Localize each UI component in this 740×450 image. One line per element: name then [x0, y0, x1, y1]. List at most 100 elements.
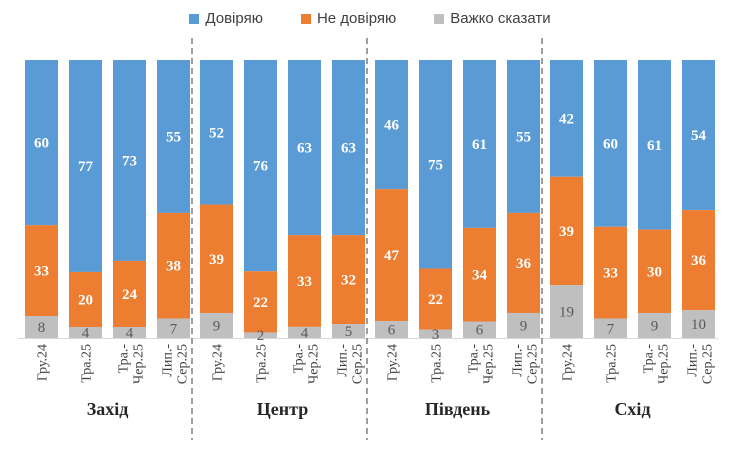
bar-segment-hard: [25, 315, 58, 338]
data-label-hard: 7: [170, 321, 178, 337]
legend-swatch-distrust: [300, 13, 311, 24]
bar-segment-hard: [463, 321, 496, 338]
legend-item-trust: Довіряю: [189, 10, 263, 27]
data-label-distrust: 39: [559, 224, 574, 240]
data-label-trust: 60: [603, 136, 618, 152]
bar-segment-hard: [288, 326, 321, 338]
bar-segment-trust: [69, 60, 102, 272]
data-label-distrust: 36: [516, 256, 532, 272]
bar-segment-distrust: [25, 225, 58, 316]
bar-segment-distrust: [682, 210, 715, 311]
data-label-hard: 9: [213, 318, 221, 334]
data-label-hard: 8: [38, 320, 46, 336]
bar-segment-distrust: [463, 227, 496, 322]
legend-label-distrust: Не довіряю: [316, 10, 397, 27]
bar-segment-hard: [113, 326, 146, 338]
data-label-distrust: 33: [297, 274, 312, 290]
bar-segment-trust: [594, 60, 627, 227]
bar-segment-distrust: [594, 226, 627, 319]
legend-item-hard: Важко сказати: [434, 10, 551, 27]
x-tick-label: Лип.-Сер.25: [511, 344, 541, 385]
data-label-distrust: 33: [34, 264, 49, 280]
bar-segment-distrust: [113, 260, 146, 327]
bar-segment-trust: [200, 60, 233, 205]
bar-segment-trust: [25, 60, 58, 226]
x-tick-label: Тра.25: [255, 344, 270, 383]
group-label: Схід: [614, 399, 650, 419]
bar-segment-hard: [244, 332, 277, 338]
data-label-trust: 60: [34, 136, 49, 152]
data-label-hard: 5: [345, 324, 353, 340]
x-tick-label: Тра.-Чер.25: [292, 344, 322, 384]
data-label-trust: 63: [297, 141, 312, 157]
data-label-distrust: 33: [603, 266, 618, 282]
bar-segment-trust: [244, 60, 277, 272]
x-tick-label: Гру.24: [211, 344, 226, 381]
data-label-hard: 4: [82, 325, 90, 341]
data-label-distrust: 20: [78, 292, 93, 308]
x-tick-label: Тра.25: [605, 344, 620, 383]
x-tick-label: Гру.24: [386, 344, 401, 381]
bar-segment-hard: [594, 318, 627, 338]
data-label-trust: 55: [516, 129, 531, 145]
data-label-hard: 4: [126, 325, 134, 341]
bar-segment-hard: [550, 285, 583, 338]
bar-segment-trust: [332, 60, 365, 236]
data-label-distrust: 47: [384, 248, 400, 264]
data-label-trust: 61: [647, 138, 662, 154]
data-label-trust: 55: [166, 129, 181, 145]
group-label: Південь: [425, 399, 491, 419]
x-tick-label: Тра.-Чер.25: [117, 344, 147, 384]
data-label-trust: 61: [472, 137, 487, 153]
x-tick-label: Тра.25: [430, 344, 445, 383]
bar-segment-hard: [157, 318, 190, 338]
legend-item-distrust: Не довіряю: [300, 10, 397, 27]
data-label-hard: 19: [559, 305, 574, 321]
data-label-hard: 4: [301, 325, 309, 341]
data-label-hard: 9: [520, 318, 528, 334]
data-label-distrust: 22: [428, 292, 443, 308]
bar-segment-hard: [375, 321, 408, 338]
bar-segment-trust: [419, 60, 452, 269]
legend-swatch-trust: [189, 13, 200, 24]
data-label-distrust: 32: [341, 273, 356, 289]
bar-segment-distrust: [157, 212, 190, 319]
bar-segment-hard: [419, 329, 452, 338]
bar-segment-hard: [507, 312, 540, 338]
bar-segment-trust: [463, 60, 496, 228]
data-label-hard: 2: [257, 328, 265, 344]
bar-segment-distrust: [638, 229, 671, 313]
data-label-hard: 10: [691, 317, 706, 333]
legend-swatch-hard: [434, 13, 445, 24]
data-label-distrust: 30: [647, 264, 662, 280]
data-label-distrust: 38: [166, 259, 181, 275]
bar-segment-trust: [288, 60, 321, 236]
bar-segment-trust: [507, 60, 540, 213]
bar-segment-trust: [375, 60, 408, 190]
x-tick-label: Тра.-Чер.25: [642, 344, 672, 384]
bar-segment-distrust: [288, 235, 321, 327]
legend-label-trust: Довіряю: [205, 10, 263, 27]
bar-segment-distrust: [375, 189, 408, 322]
legend: Довіряю Не довіряю Важко сказати: [0, 10, 740, 27]
data-label-trust: 46: [384, 118, 400, 134]
bar-segment-trust: [550, 60, 583, 177]
bar-segment-distrust: [244, 271, 277, 333]
bar-segment-distrust: [332, 235, 365, 325]
x-tick-label: Лип.-Сер.25: [336, 344, 366, 385]
data-label-hard: 3: [432, 327, 440, 343]
bar-segment-distrust: [69, 271, 102, 327]
data-label-hard: 6: [388, 323, 396, 339]
bar-segment-distrust: [550, 176, 583, 286]
data-label-trust: 76: [253, 159, 269, 175]
data-label-distrust: 24: [122, 287, 138, 303]
x-tick-label: Тра.-Чер.25: [467, 344, 497, 384]
bar-segment-hard: [200, 312, 233, 338]
data-label-trust: 75: [428, 157, 443, 173]
x-tick-label: Гру.24: [36, 344, 51, 381]
bar-segment-trust: [638, 60, 671, 230]
bar-segment-distrust: [507, 212, 540, 313]
data-label-hard: 9: [651, 318, 659, 334]
x-tick-label: Лип.-Сер.25: [686, 344, 716, 385]
data-label-hard: 7: [607, 321, 615, 337]
